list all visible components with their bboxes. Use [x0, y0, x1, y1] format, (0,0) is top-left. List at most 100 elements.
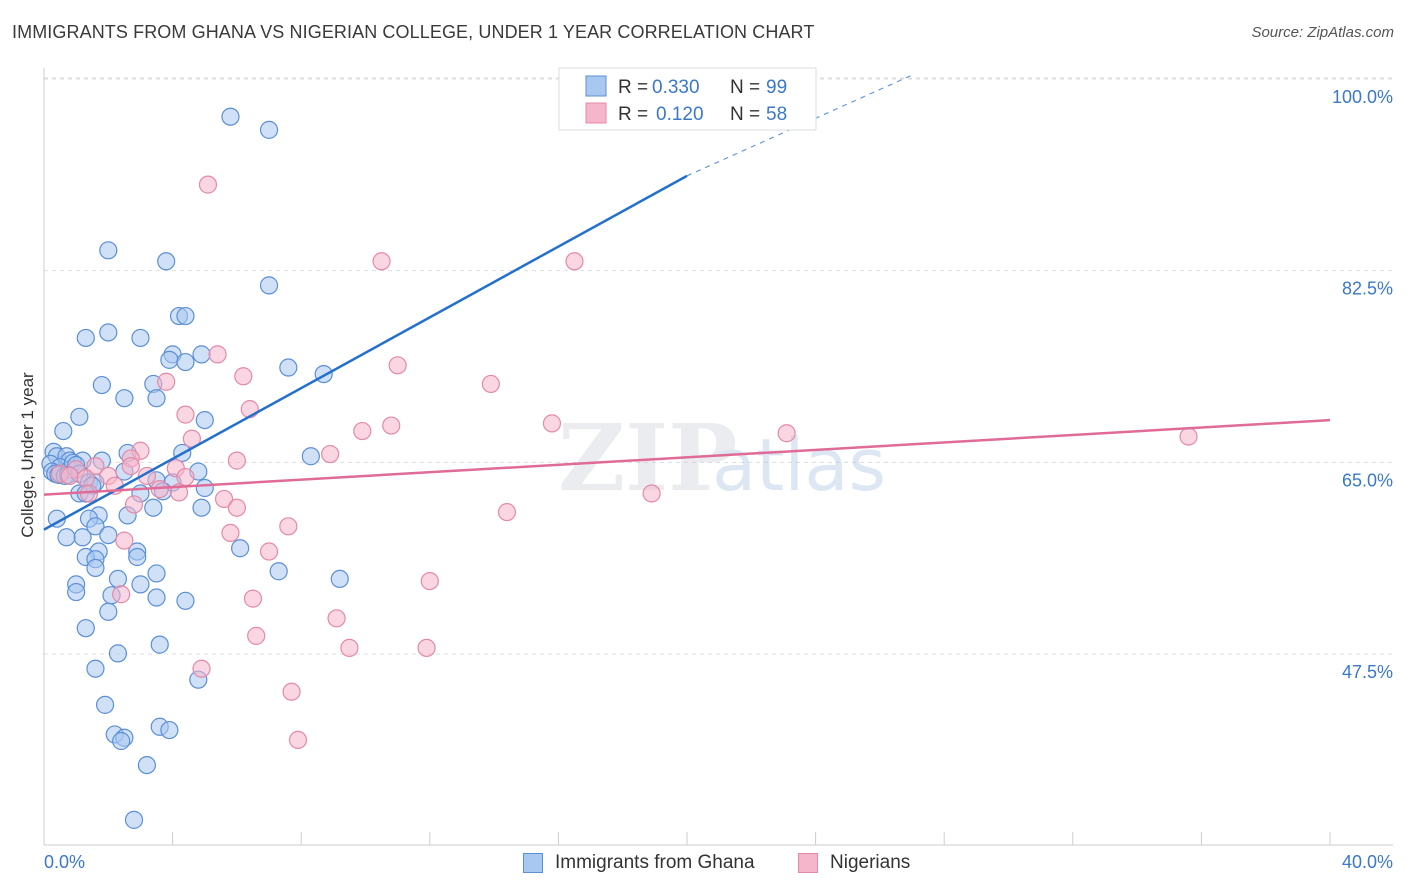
data-point-nigerians [121, 456, 140, 476]
legend-n-label-ghana: N = [730, 77, 760, 98]
y-tick-label: 65.0% [1342, 470, 1393, 490]
data-point-ghana [99, 602, 118, 621]
data-point-nigerians [777, 424, 796, 443]
data-point-nigerians [353, 421, 372, 441]
data-point-nigerians [327, 609, 346, 628]
data-point-nigerians [176, 467, 195, 487]
data-point-ghana [150, 635, 169, 654]
data-point-nigerians [192, 659, 211, 678]
legend-box: R = 0.330 N = 99 R = 0.120 N = 58 [558, 67, 817, 131]
legend-n-label-nigerians: N = [730, 104, 760, 125]
legend-item-ghana[interactable]: Immigrants from Ghana [523, 852, 755, 874]
data-point-ghana [160, 720, 179, 740]
data-point-ghana [86, 659, 105, 678]
data-point-ghana [147, 564, 166, 583]
data-point-ghana [67, 582, 86, 602]
data-point-nigerians [60, 466, 79, 486]
data-point-nigerians [247, 626, 266, 645]
data-point-ghana [221, 107, 240, 126]
legend-swatch-ghana [585, 75, 607, 97]
data-point-ghana [301, 447, 320, 466]
data-point-ghana [176, 306, 195, 326]
data-point-ghana [137, 755, 156, 775]
data-point-nigerians [565, 252, 584, 271]
watermark: ZIP atlas [558, 404, 886, 512]
data-point-nigerians [288, 730, 308, 750]
data-point-ghana [147, 588, 166, 607]
data-point-nigerians [340, 638, 359, 658]
data-point-ghana [195, 410, 214, 430]
data-point-ghana [92, 375, 111, 395]
data-point-ghana [73, 528, 92, 547]
data-point-ghana [115, 389, 134, 408]
data-point-ghana [131, 328, 150, 348]
data-point-nigerians [1179, 427, 1198, 446]
data-point-ghana [269, 562, 288, 581]
data-point-nigerians [388, 356, 407, 375]
data-point-ghana [57, 528, 76, 547]
data-point-nigerians [243, 589, 263, 608]
data-point-ghana [76, 328, 95, 348]
data-point-nigerians [227, 451, 246, 470]
chart-title: IMMIGRANTS FROM GHANA VS NIGERIAN COLLEG… [12, 22, 815, 42]
legend-r-value-nigerians: 0.120 [656, 104, 704, 125]
data-point-ghana [108, 569, 128, 589]
data-point-nigerians [157, 372, 176, 391]
legend-r-value-ghana: 0.330 [652, 77, 700, 98]
data-point-nigerians [176, 405, 195, 424]
legend-swatch-ghana-bottom [523, 853, 543, 873]
trend-line-nigerians [43, 418, 1331, 496]
data-point-nigerians [234, 367, 253, 386]
data-point-ghana [195, 478, 214, 498]
data-point-ghana [99, 241, 118, 260]
x-tick-label-min: 0.0% [44, 852, 85, 872]
data-point-ghana [259, 276, 279, 295]
legend-label-ghana: Immigrants from Ghana [555, 852, 755, 873]
data-point-nigerians [420, 571, 439, 591]
legend-n-value-nigerians: 58 [766, 104, 787, 125]
data-point-ghana [131, 575, 150, 594]
data-point-ghana [160, 350, 179, 369]
y-tick-labels: 47.5% 65.0% 82.5% 100.0% [1332, 87, 1393, 682]
data-point-ghana [176, 591, 195, 610]
legend-item-nigerians[interactable]: Nigerians [798, 852, 910, 874]
data-point-ghana [157, 252, 176, 271]
data-point-nigerians [76, 469, 95, 488]
axes [43, 68, 1393, 846]
data-point-nigerians [417, 638, 436, 658]
watermark-atlas: atlas [712, 423, 886, 507]
data-point-nigerians [642, 484, 661, 503]
data-point-ghana [192, 498, 211, 517]
legend-n-value-ghana: 99 [766, 77, 787, 98]
data-point-nigerians [124, 495, 144, 514]
gridlines [44, 77, 1393, 655]
source-label: Source: ZipAtlas.com [1251, 24, 1394, 41]
legend-swatch-nigerians-bottom [798, 853, 818, 873]
data-point-nigerians [497, 502, 517, 522]
data-point-ghana [279, 358, 298, 377]
data-point-ghana [128, 547, 147, 567]
data-point-ghana [112, 731, 131, 751]
y-axis-label: College, Under 1 year [18, 372, 37, 538]
data-point-ghana [99, 525, 118, 545]
data-point-nigerians [282, 682, 301, 701]
data-point-ghana [144, 498, 163, 517]
data-point-nigerians [321, 444, 340, 464]
data-point-ghana [76, 619, 95, 638]
data-point-ghana [124, 810, 144, 829]
data-point-ghana [95, 695, 115, 714]
data-point-ghana [70, 407, 89, 426]
legend-r-label-nigerians: R = [618, 104, 648, 125]
y-tick-label: 47.5% [1342, 662, 1393, 682]
data-point-ghana [54, 421, 73, 441]
series-nigerians-points [50, 175, 1198, 750]
data-point-nigerians [227, 498, 246, 517]
data-point-nigerians [481, 374, 500, 394]
data-point-ghana [86, 558, 105, 578]
y-tick-label: 100.0% [1332, 87, 1393, 107]
data-point-nigerians [86, 456, 105, 476]
data-point-ghana [108, 644, 128, 663]
data-point-ghana [176, 352, 195, 372]
data-point-nigerians [214, 489, 234, 509]
data-point-ghana [231, 539, 250, 558]
